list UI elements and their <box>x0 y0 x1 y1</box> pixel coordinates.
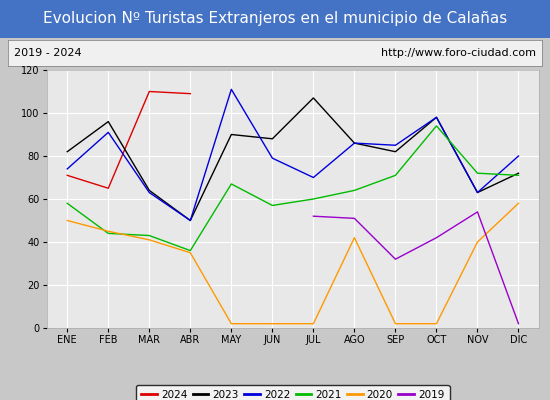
Text: Evolucion Nº Turistas Extranjeros en el municipio de Calañas: Evolucion Nº Turistas Extranjeros en el … <box>43 12 507 26</box>
Legend: 2024, 2023, 2022, 2021, 2020, 2019: 2024, 2023, 2022, 2021, 2020, 2019 <box>136 385 449 400</box>
Text: 2019 - 2024: 2019 - 2024 <box>14 48 81 58</box>
Text: http://www.foro-ciudad.com: http://www.foro-ciudad.com <box>381 48 536 58</box>
